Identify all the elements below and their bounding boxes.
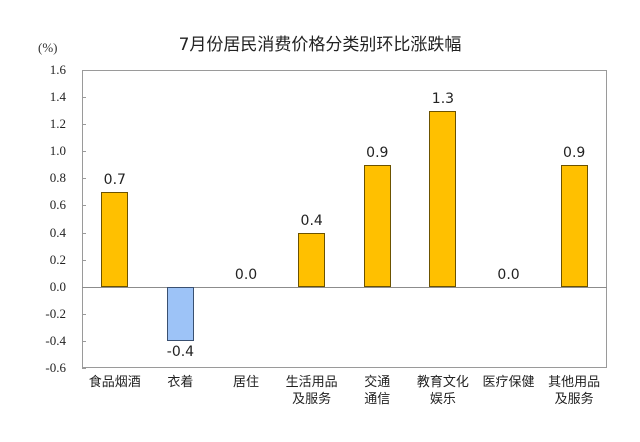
y-tick-mark [82,151,86,153]
bar [560,164,588,287]
value-label: 0.0 [497,266,520,283]
y-axis-unit: (%) [38,40,58,55]
y-tick-label: -0.2 [45,305,66,321]
value-label: 0.0 [234,266,258,283]
x-category-label: 食品烟酒 [88,375,141,390]
y-tick-label: 0.8 [49,170,66,186]
x-category-label: 教育文化 娱乐 [416,375,469,407]
y-tick-label: 0.4 [49,224,66,240]
x-category-label: 生活用品 及服务 [285,375,338,407]
chart-title: 7月份居民消费价格分类别环比涨跌幅 [178,35,462,55]
bar [166,286,194,341]
y-tick-mark [82,70,86,71]
value-label: 0.9 [563,144,586,161]
value-label: 0.4 [300,212,323,229]
value-label: -0.4 [166,343,195,360]
x-category-label: 交通 通信 [364,375,391,407]
y-tick-label: 1.4 [49,89,66,105]
bar [298,232,326,287]
y-tick-mark [82,178,86,180]
x-category-label: 衣着 [167,375,194,390]
plot-area [82,70,607,368]
y-tick-mark [82,368,86,369]
y-tick-mark [82,124,86,126]
y-tick-label: 1.6 [49,62,66,77]
y-tick-mark [82,232,86,234]
y-tick-mark [82,259,86,261]
y-tick-label: -0.6 [45,360,66,375]
value-label: 0.7 [103,171,126,188]
x-category-label: 其他用品 及服务 [548,375,601,407]
zero-line [82,286,607,288]
y-tick-label: 1.2 [49,116,66,132]
y-tick-label: 0.2 [49,251,66,267]
y-tick-label: 0.0 [49,278,66,294]
y-tick-mark [82,313,86,315]
x-category-label: 医疗保健 [482,375,535,390]
bar [363,164,391,287]
value-label: 1.3 [431,90,455,107]
y-tick-label: 0.6 [49,197,66,213]
bar [429,110,457,287]
bar [101,191,129,287]
y-tick-mark [82,205,86,207]
x-category-label: 居住 [233,375,260,390]
y-tick-label: -0.4 [45,332,66,348]
y-tick-mark [82,340,86,342]
y-tick-mark [82,97,86,99]
value-label: 0.9 [366,144,389,161]
y-tick-label: 1.0 [49,143,66,159]
